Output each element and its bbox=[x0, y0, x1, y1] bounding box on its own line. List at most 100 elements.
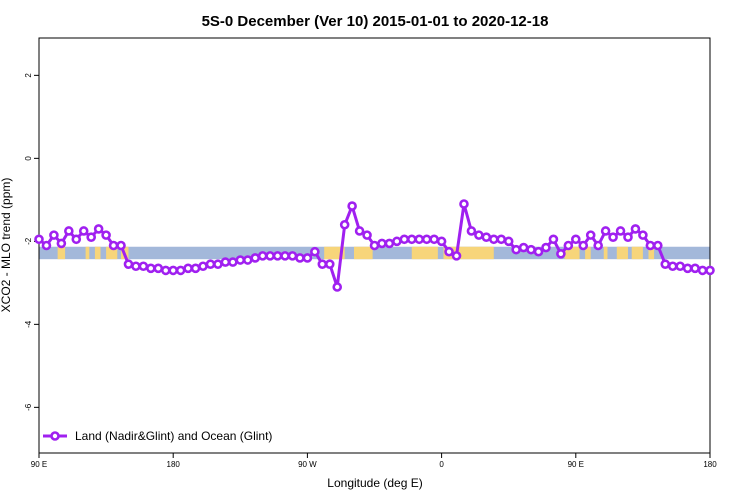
data-point bbox=[496, 234, 507, 245]
data-point bbox=[287, 251, 298, 261]
y-axis-label: XCO2 - MLO trend (ppm) bbox=[0, 178, 13, 313]
data-point bbox=[183, 263, 193, 274]
data-point bbox=[369, 240, 380, 251]
data-point bbox=[339, 219, 350, 230]
data-point bbox=[556, 249, 566, 259]
y-tick-label: -6 bbox=[24, 403, 33, 411]
data-point bbox=[444, 246, 454, 257]
land-segment-6 bbox=[353, 246, 373, 260]
data-point bbox=[78, 226, 89, 236]
chart-title: 5S-0 December (Ver 10) 2015-01-01 to 202… bbox=[202, 13, 549, 30]
x-tick-label: 90 W bbox=[298, 460, 317, 469]
data-point bbox=[64, 226, 74, 236]
data-point bbox=[86, 232, 96, 242]
y-tick-label: 2 bbox=[24, 73, 33, 78]
data-point bbox=[526, 244, 536, 255]
data-point bbox=[392, 236, 402, 247]
land-segment-3 bbox=[106, 246, 118, 260]
data-point bbox=[153, 263, 164, 274]
data-point bbox=[310, 246, 320, 257]
data-point bbox=[93, 224, 104, 234]
data-point bbox=[638, 230, 648, 240]
data-point bbox=[466, 226, 477, 236]
data-point bbox=[116, 240, 126, 251]
data-point bbox=[667, 261, 678, 272]
data-point bbox=[474, 230, 484, 240]
data-point bbox=[705, 265, 715, 276]
data-point bbox=[660, 259, 671, 269]
data-point bbox=[324, 259, 335, 269]
data-point bbox=[399, 234, 410, 245]
land-segment-10 bbox=[585, 246, 591, 260]
data-point bbox=[488, 234, 499, 245]
data-point bbox=[265, 251, 275, 261]
data-point bbox=[347, 201, 357, 211]
data-point bbox=[205, 259, 216, 269]
data-point bbox=[451, 251, 462, 261]
data-point bbox=[354, 226, 365, 236]
x-tick-label: 90 E bbox=[568, 460, 584, 469]
data-point bbox=[198, 261, 208, 272]
data-point bbox=[429, 234, 439, 245]
series-layer bbox=[34, 199, 715, 292]
data-point bbox=[71, 234, 82, 245]
data-point bbox=[175, 265, 186, 276]
data-point bbox=[563, 240, 574, 251]
data-point bbox=[653, 240, 663, 251]
data-point bbox=[608, 232, 618, 242]
x-axis-label: Longitude (deg E) bbox=[327, 476, 422, 490]
data-point bbox=[138, 261, 149, 272]
data-point bbox=[49, 230, 59, 240]
land-segment-1 bbox=[85, 246, 90, 260]
y-tick-label: -4 bbox=[24, 320, 33, 328]
data-point bbox=[190, 263, 201, 274]
data-point bbox=[436, 236, 447, 247]
land-segment-2 bbox=[94, 246, 101, 260]
x-tick-label: 90 E bbox=[31, 460, 47, 469]
x-tick-label: 0 bbox=[439, 460, 444, 469]
legend: Land (Nadir&Glint) and Ocean (Glint) bbox=[43, 429, 272, 443]
data-point bbox=[377, 238, 387, 249]
data-point bbox=[250, 253, 261, 263]
data-point bbox=[41, 240, 52, 251]
data-point bbox=[220, 257, 231, 267]
data-point bbox=[593, 240, 603, 251]
x-tick-label: 180 bbox=[703, 460, 717, 469]
data-point bbox=[168, 265, 178, 276]
data-point bbox=[406, 234, 417, 245]
data-point bbox=[295, 253, 305, 263]
data-point bbox=[630, 224, 641, 234]
data-point bbox=[570, 234, 581, 245]
data-point bbox=[108, 240, 119, 251]
data-point bbox=[690, 263, 700, 274]
data-point bbox=[682, 263, 693, 274]
data-point bbox=[332, 282, 343, 292]
data-point bbox=[645, 240, 656, 251]
data-point bbox=[146, 263, 156, 274]
land-segment-12 bbox=[616, 246, 628, 260]
data-point bbox=[123, 259, 134, 269]
data-point bbox=[623, 232, 633, 242]
data-point bbox=[548, 234, 559, 245]
data-point bbox=[34, 234, 44, 245]
land-segment-7 bbox=[411, 246, 438, 260]
data-point bbox=[585, 230, 596, 240]
legend-label: Land (Nadir&Glint) and Ocean (Glint) bbox=[75, 429, 272, 443]
data-point bbox=[362, 230, 372, 240]
data-point bbox=[503, 236, 514, 247]
data-point bbox=[280, 251, 290, 261]
x-tick-label: 180 bbox=[167, 460, 181, 469]
data-point bbox=[242, 255, 253, 265]
land-segment-0 bbox=[57, 246, 66, 260]
land-segment-11 bbox=[603, 246, 608, 260]
data-point bbox=[101, 230, 111, 240]
y-tick-label: 0 bbox=[24, 156, 33, 161]
data-point bbox=[533, 246, 544, 257]
data-point bbox=[160, 265, 171, 276]
data-point bbox=[511, 244, 521, 255]
data-point bbox=[578, 240, 589, 251]
land-segment-13 bbox=[631, 246, 643, 260]
data-point bbox=[228, 257, 238, 267]
data-point bbox=[414, 234, 425, 245]
